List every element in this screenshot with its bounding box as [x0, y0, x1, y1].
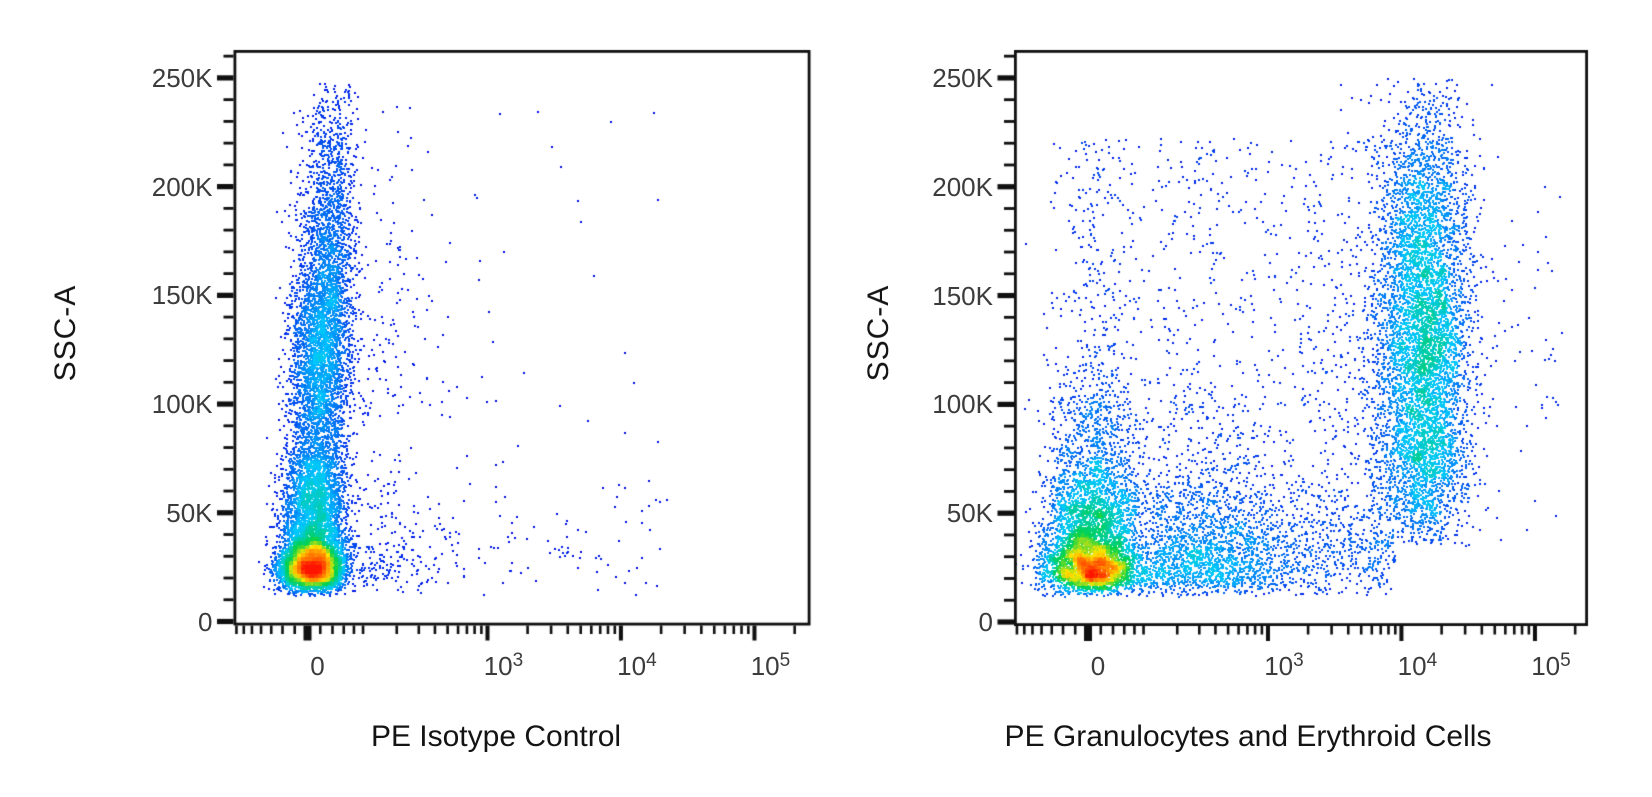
- x-tick-label: 0: [1090, 651, 1106, 681]
- y-tick-label: 200K: [151, 171, 213, 202]
- x-tick-label: 104: [617, 649, 657, 681]
- x-tick-label: 0: [310, 650, 325, 681]
- x-tick-label: 103: [483, 649, 524, 681]
- y-tick-label: 50K: [166, 497, 213, 528]
- x-tick-label: 105: [750, 649, 791, 681]
- x-tick-label: 105: [1531, 650, 1571, 681]
- y-tick-label: 250K: [151, 62, 213, 93]
- y-tick-label: 100K: [151, 389, 213, 420]
- y-tick-label: 150K: [932, 280, 993, 311]
- x-axis-label-right: PE Granulocytes and Erythroid Cells: [1004, 720, 1492, 753]
- y-tick-label: 0: [198, 606, 213, 637]
- x-tick-label: 104: [1397, 650, 1438, 681]
- y-tick-label: 250K: [932, 62, 993, 93]
- y-axis-label-left: SSC-A: [49, 284, 82, 382]
- y-tick-label: 150K: [151, 280, 213, 311]
- y-axis-label-right: SSC-A: [862, 284, 895, 382]
- y-tick-label: 50K: [946, 498, 993, 529]
- x-axis-label-left: PE Isotype Control: [370, 720, 622, 753]
- y-tick-label: 0: [978, 607, 993, 637]
- y-tick-label: 200K: [932, 171, 993, 202]
- y-tick-label: 100K: [932, 389, 993, 420]
- x-tick-label: 103: [1264, 650, 1304, 681]
